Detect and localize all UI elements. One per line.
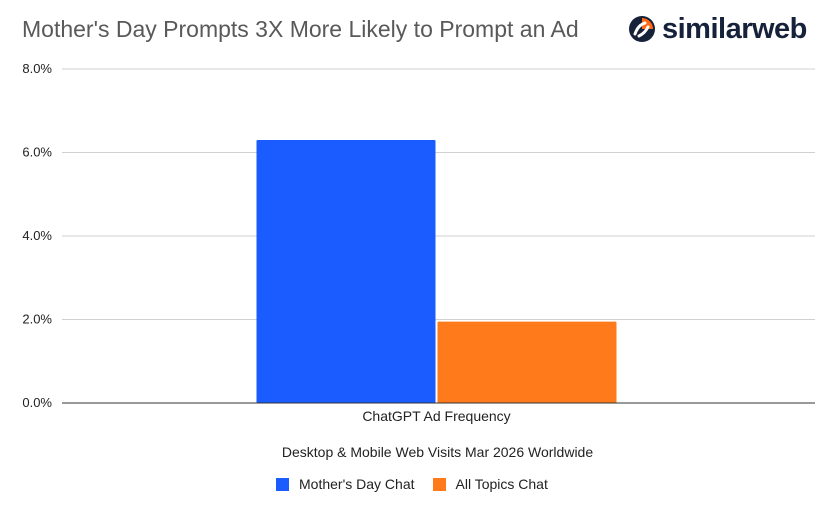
- y-tick-label: 0.0%: [22, 395, 52, 410]
- x-axis-label: Desktop & Mobile Web Visits Mar 2026 Wor…: [281, 444, 594, 460]
- legend-swatch-all-topics: [432, 477, 446, 491]
- legend-label-all-topics: All Topics Chat: [455, 476, 548, 492]
- chart-title: Mother's Day Prompts 3X More Likely to P…: [22, 16, 579, 42]
- x-category-label: ChatGPT Ad Frequency: [362, 408, 510, 424]
- legend-item-all-topics: All Topics Chat: [432, 476, 548, 492]
- legend-item-mothers-day: Mother's Day Chat: [276, 476, 415, 492]
- bar-all-topics: [437, 321, 617, 403]
- brand-logo: similarweb: [628, 12, 807, 46]
- bar-mothers-day: [256, 139, 436, 403]
- y-tick-label: 6.0%: [22, 145, 52, 160]
- similarweb-logo-icon: [629, 16, 655, 42]
- y-tick-label: 8.0%: [22, 61, 52, 76]
- legend: Mother's Day Chat All Topics Chat: [276, 476, 566, 492]
- y-tick-label: 4.0%: [22, 228, 52, 243]
- brand-name: similarweb: [662, 12, 807, 45]
- legend-label-mothers-day: Mother's Day Chat: [299, 476, 415, 492]
- y-tick-label: 2.0%: [22, 312, 52, 327]
- legend-swatch-mothers-day: [276, 477, 289, 491]
